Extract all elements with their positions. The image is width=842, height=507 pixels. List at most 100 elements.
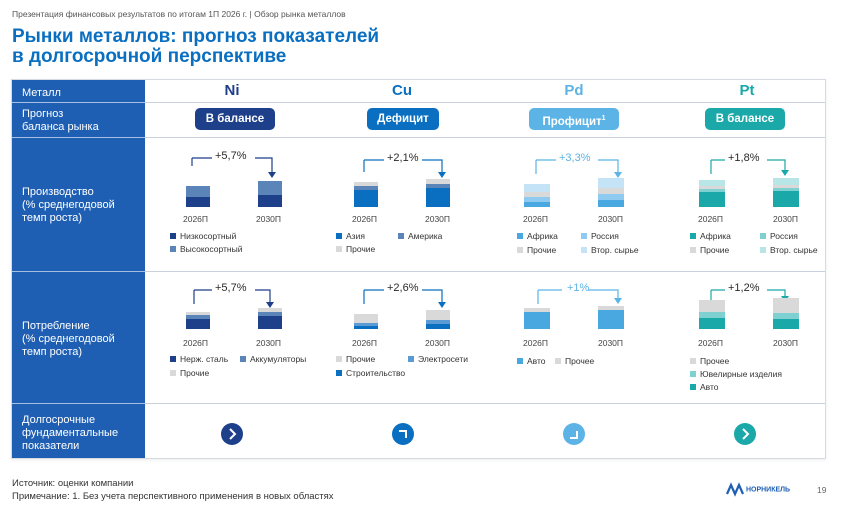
legend-item: Авто	[690, 382, 719, 392]
metal-name: Pd	[564, 82, 584, 99]
row-label-line: (% среднегодовой	[22, 199, 115, 211]
legend-item: Америка	[398, 231, 442, 241]
legend-label: Электросети	[418, 354, 469, 364]
badge-label: В балансе	[715, 113, 775, 125]
x-tick-label: 2026П	[698, 338, 724, 348]
row-label-line: фундаментальные	[22, 427, 119, 439]
legend-label: Высокосортный	[180, 244, 243, 254]
growth-label: +5,7%	[215, 150, 247, 162]
consumption-chart	[524, 289, 624, 329]
growth-label: +1%	[567, 282, 590, 294]
x-tick-label: 2030П	[425, 214, 451, 224]
legend-label: Втор. сырье	[770, 245, 818, 255]
pt-fundamentals-icon[interactable]	[734, 423, 756, 445]
balance-badge: В балансе	[705, 108, 785, 130]
legend-item: Прочие	[517, 245, 556, 255]
x-tick-label: 2026П	[352, 214, 378, 224]
growth-label: +2,6%	[387, 282, 419, 294]
consumption-chart	[699, 289, 799, 329]
legend-item: Африка	[690, 231, 731, 241]
pd-fundamentals-icon[interactable]	[563, 423, 585, 445]
page-number: 19	[817, 485, 827, 495]
row-label-balance: Прогноз баланса рынка	[22, 108, 99, 134]
legend-item: Прочее	[690, 356, 729, 366]
row-divider	[12, 403, 145, 404]
legend-label: Россия	[591, 231, 619, 241]
source-note: Источник: оценки компании	[12, 478, 134, 489]
balance-badge: В балансе	[195, 108, 275, 130]
x-tick-label: 2030П	[773, 214, 799, 224]
growth-label: +5,7%	[215, 282, 247, 294]
legend-item: Ювелирные изделия	[690, 369, 782, 379]
legend-label: Африка	[700, 231, 731, 241]
page-title: Рынки металлов: прогноз показателей в до…	[12, 27, 379, 67]
chevron-right-icon	[229, 428, 237, 440]
x-tick-label: 2026П	[698, 214, 724, 224]
consumption-chart	[354, 289, 450, 329]
x-tick-label: 2026П	[523, 338, 549, 348]
legend-label: Авто	[527, 356, 546, 366]
ni-fundamentals-icon[interactable]	[221, 423, 243, 445]
legend-item: Прочие	[690, 245, 729, 255]
legend-item: Авто	[517, 356, 546, 366]
legend-label: Прочее	[565, 356, 595, 366]
legend-item: Прочие	[336, 244, 375, 254]
legend-item: Африка	[517, 231, 558, 241]
legend-item: Нерж. сталь	[170, 354, 228, 364]
legend-label: Прочие	[180, 368, 210, 378]
legend-label: Низкосортный	[180, 231, 237, 241]
row-label-line: (% среднегодовой	[22, 333, 115, 345]
x-tick-label: 2030П	[256, 338, 282, 348]
legend-item: Прочие	[170, 368, 209, 378]
arrow-down-right-icon	[570, 431, 578, 439]
legend-label: Ювелирные изделия	[700, 369, 782, 379]
row-label-production: Производство (% среднегодовой темп роста…	[22, 186, 115, 225]
legend-item: Аккумуляторы	[240, 354, 306, 364]
row-divider	[145, 271, 825, 272]
growth-label: +2,1%	[387, 152, 419, 164]
x-tick-label: 2026П	[352, 338, 378, 348]
legend-label: Нерж. сталь	[180, 354, 229, 364]
arrow-up-right-icon	[399, 430, 407, 438]
legend-label: Прочие	[527, 245, 557, 255]
row-label-line: Потребление	[22, 320, 90, 332]
legend-item: Втор. сырье	[760, 245, 818, 255]
row-header-column: Металл Прогноз баланса рынка Производств…	[12, 80, 145, 458]
metal-name: Ni	[224, 82, 240, 99]
legend-item: Россия	[581, 231, 619, 241]
row-label-line: Производство	[22, 186, 94, 198]
legend-label: Аккумуляторы	[250, 354, 307, 364]
legend-label: Африка	[527, 231, 558, 241]
production-chart	[699, 159, 799, 207]
legend-item: Электросети	[408, 354, 468, 364]
row-divider	[145, 137, 825, 138]
growth-label: +3,3%	[559, 152, 591, 164]
row-label-line: темп роста)	[22, 212, 83, 224]
metals-table: Металл Прогноз баланса рынка Производств…	[11, 79, 826, 459]
row-label-fundamentals: Долгосрочные фундаментальные показатели	[22, 414, 118, 453]
legend-label: Прочие	[346, 354, 376, 364]
legend-label: Россия	[770, 231, 798, 241]
metal-name: Pt	[739, 82, 755, 99]
balance-badge: Дефицит	[367, 108, 439, 130]
company-logo: НОРНИКЕЛЬ	[725, 482, 791, 497]
metal-name: Cu	[392, 82, 412, 99]
logo-text: НОРНИКЕЛЬ	[745, 486, 791, 494]
legend-item: Россия	[760, 231, 798, 241]
row-label-line: Прогноз	[22, 108, 64, 120]
title-line-2: в долгосрочной перспективе	[12, 46, 287, 67]
legend-item: Азия	[336, 231, 365, 241]
production-chart	[524, 159, 624, 207]
consumption-chart	[186, 289, 282, 329]
x-tick-label: 2030П	[598, 214, 624, 224]
legend-item: Высокосортный	[170, 244, 242, 254]
badge-label: В балансе	[205, 113, 265, 125]
row-divider	[12, 102, 145, 103]
badge-label: Дефицит	[377, 113, 429, 125]
row-label-line: Долгосрочные	[22, 414, 96, 426]
legend-label: Строительство	[346, 368, 406, 378]
legend-label: Прочие	[700, 245, 730, 255]
legend-label: Америка	[408, 231, 443, 241]
logo-mark-icon	[725, 482, 745, 497]
cu-fundamentals-icon[interactable]	[392, 423, 414, 445]
